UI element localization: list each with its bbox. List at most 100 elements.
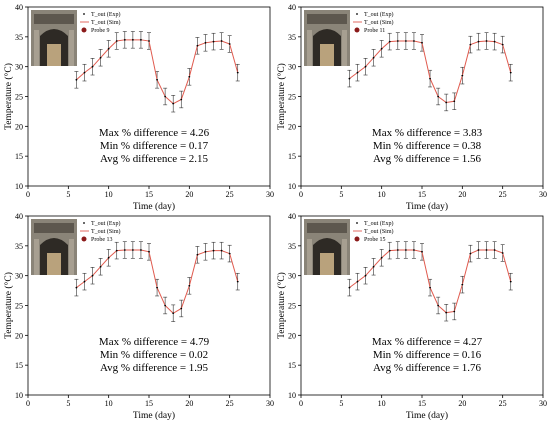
stat-line: Max % difference = 4.26 [99,127,210,139]
exp-data-point [364,274,367,277]
y-tick-label: 30 [288,272,296,281]
legend-probe-marker [81,27,87,33]
exp-data-point [188,75,191,78]
exp-data-point [236,71,239,74]
exp-data-point [388,40,391,43]
exp-data-point [212,40,215,43]
y-tick-label: 15 [288,361,296,370]
x-axis-title: Time (day) [133,201,175,212]
x-tick-label: 25 [226,190,234,199]
exp-data-point [413,249,415,251]
x-tick-label: 25 [499,190,507,199]
photo-pillar [307,239,312,275]
y-tick-label: 25 [15,93,23,102]
inset-photo [31,219,77,275]
exp-data-point [388,249,391,252]
exp-data-point [140,249,142,251]
exp-data-point [477,249,480,251]
x-tick-label: 20 [458,190,466,199]
exp-data-point [164,95,167,98]
exp-data-point [148,40,150,42]
exp-data-point [356,280,359,283]
x-axis-title: Time (day) [406,201,448,212]
photo-lintel [34,14,74,24]
exp-data-point [396,40,399,42]
x-tick-label: 15 [145,399,153,408]
exp-data-point [99,265,102,268]
exp-data-point [180,98,183,101]
y-tick-label: 25 [15,302,23,311]
exp-data-point [445,101,448,104]
exp-data-point [421,250,423,253]
exp-data-point [196,253,199,256]
y-tick-label: 30 [15,272,23,281]
y-axis-title: Temperature (°C) [3,272,14,339]
x-tick-label: 5 [66,399,70,408]
legend-exp-marker [356,222,358,224]
exp-data-point [453,310,456,313]
x-tick-label: 20 [185,190,193,199]
x-tick-label: 5 [339,399,343,408]
legend-probe-label: Probe 13 [91,237,113,243]
legend-exp-label: T_out (Exp) [364,220,394,227]
photo-lintel [34,223,74,233]
y-tick-label: 10 [288,391,296,400]
stat-line: Max % difference = 3.83 [372,127,483,139]
exp-data-point [236,280,239,283]
inset-photo [304,219,350,275]
y-tick-label: 30 [15,63,23,72]
exp-data-point [477,40,480,43]
photo-pillar [69,30,74,66]
exp-data-point [501,43,504,46]
y-tick-label: 30 [288,63,296,72]
y-tick-label: 10 [15,391,23,400]
stat-line: Avg % difference = 1.56 [373,153,482,165]
exp-data-point [469,43,472,46]
legend-sim-label: T_out (Sim) [91,19,121,26]
exp-data-point [196,44,199,47]
y-tick-label: 35 [288,33,296,42]
x-tick-label: 20 [458,399,466,408]
x-axis-title: Time (day) [133,410,175,421]
x-tick-label: 15 [145,190,153,199]
stat-line: Avg % difference = 1.76 [373,362,482,374]
x-tick-label: 0 [299,190,303,199]
exp-data-point [356,71,359,74]
exp-data-point [99,56,102,59]
x-tick-label: 15 [418,399,426,408]
exp-data-point [493,249,496,251]
exp-data-point [380,47,383,50]
exp-data-point [429,286,431,289]
exp-data-point [380,256,383,259]
x-tick-label: 15 [418,190,426,199]
x-tick-label: 30 [539,399,547,408]
photo-interior [47,44,61,66]
exp-data-point [115,249,118,252]
inset-photo [304,10,350,66]
photo-interior [47,253,61,275]
legend-probe-label: Probe 11 [364,28,385,34]
legend-exp-marker [83,222,85,224]
photo-interior [320,44,334,66]
exp-data-point [348,77,351,80]
y-tick-label: 40 [288,212,296,221]
x-tick-label: 5 [339,190,343,199]
exp-data-point [220,249,223,252]
x-tick-label: 10 [105,399,113,408]
stat-line: Min % difference = 0.16 [373,349,482,361]
exp-data-point [172,312,175,315]
legend-probe-marker [354,236,360,242]
exp-data-point [445,311,448,314]
y-tick-label: 40 [288,3,296,12]
exp-data-point [348,286,351,289]
x-tick-label: 25 [499,399,507,408]
x-tick-label: 5 [66,190,70,199]
legend-exp-label: T_out (Exp) [364,11,394,18]
exp-data-point [172,102,175,105]
photo-lintel [307,14,347,24]
exp-data-point [413,40,415,42]
exp-data-point [123,249,126,251]
exp-data-point [156,286,158,289]
y-tick-label: 25 [288,93,296,102]
